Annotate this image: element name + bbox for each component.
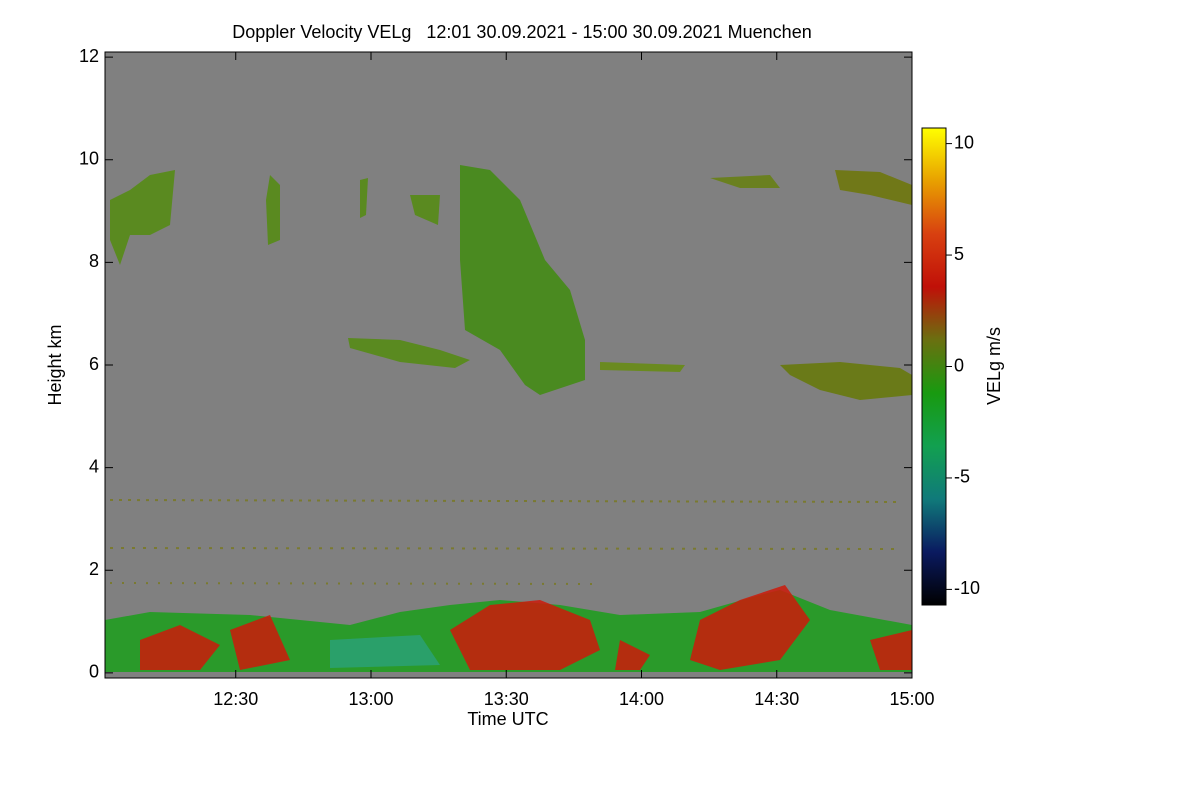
x-tick-label: 15:00	[889, 689, 934, 709]
y-tick-label: 2	[89, 559, 99, 579]
x-tick-label: 14:30	[754, 689, 799, 709]
echo-streak	[109, 582, 601, 585]
echo-region	[360, 178, 368, 218]
x-tick-label: 14:00	[619, 689, 664, 709]
colorbar-tick-label: -10	[954, 578, 980, 598]
echo-region	[110, 170, 175, 265]
echo-region	[348, 338, 470, 368]
x-tick-label: 12:30	[213, 689, 258, 709]
x-axis-label: Time UTC	[467, 709, 548, 729]
x-tick-label: 13:30	[484, 689, 529, 709]
x-tick-label: 13:00	[348, 689, 393, 709]
echo-region	[780, 362, 912, 400]
colorbar	[921, 127, 947, 606]
colorbar-tick-label: -5	[954, 467, 970, 487]
echo-region	[710, 175, 780, 188]
echo-region	[615, 640, 650, 670]
y-axis-label: Height km	[45, 324, 65, 405]
y-tick-label: 4	[89, 456, 99, 476]
echo-region	[460, 165, 585, 395]
echo-region	[230, 615, 290, 670]
echo-region	[600, 362, 685, 372]
chart-title: Doppler Velocity VELg 12:01 30.09.2021 -…	[232, 22, 811, 42]
echo-region	[140, 625, 220, 670]
echo-region	[450, 600, 600, 670]
echo-region	[410, 195, 440, 225]
colorbar-label: VELg m/s	[984, 327, 1004, 405]
echo-region	[330, 635, 440, 668]
echoes	[105, 165, 912, 672]
echo-region	[835, 170, 912, 205]
colorbar-tick-label: 5	[954, 244, 964, 264]
echo-region	[870, 630, 912, 670]
colorbar-tick-label: 0	[954, 355, 964, 375]
echo-region	[690, 585, 810, 670]
plot-background	[105, 52, 912, 678]
echo-streak	[109, 499, 901, 503]
y-tick-label: 0	[89, 662, 99, 682]
y-tick-label: 6	[89, 354, 99, 374]
y-tick-label: 10	[79, 149, 99, 169]
echo-region	[266, 175, 280, 245]
y-tick-label: 8	[89, 251, 99, 271]
colorbar-tick-label: 10	[954, 132, 974, 152]
y-tick-label: 12	[79, 46, 99, 66]
